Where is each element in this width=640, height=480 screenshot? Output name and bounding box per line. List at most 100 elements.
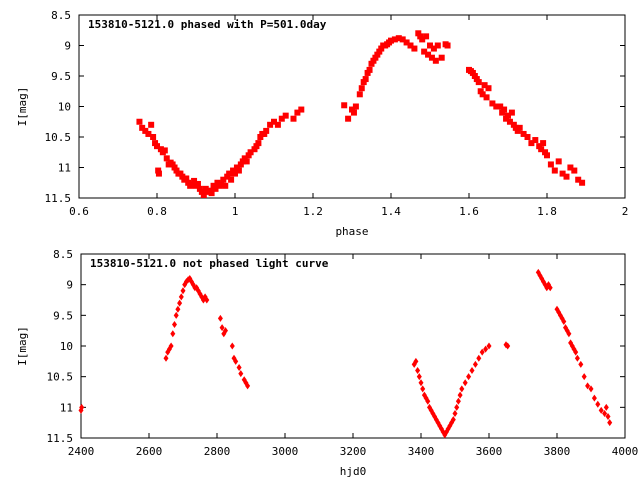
data-point bbox=[457, 391, 463, 399]
chart-title: 153810-5121.0 phased with P=501.0day bbox=[88, 18, 327, 31]
y-tick-label: 10 bbox=[60, 340, 73, 353]
x-axis-label: phase bbox=[335, 225, 368, 238]
data-point bbox=[499, 109, 506, 116]
data-point bbox=[512, 124, 519, 131]
data-point bbox=[253, 143, 260, 150]
data-point bbox=[459, 385, 465, 393]
data-point bbox=[274, 121, 281, 128]
data-point bbox=[559, 170, 566, 177]
data-point bbox=[516, 124, 523, 131]
data-point bbox=[368, 60, 375, 67]
data-point bbox=[505, 342, 511, 350]
data-point bbox=[170, 330, 176, 338]
data-point bbox=[271, 118, 277, 125]
data-point bbox=[489, 100, 496, 107]
data-point bbox=[411, 45, 418, 52]
y-tick-label: 8.5 bbox=[51, 9, 71, 22]
data-point bbox=[574, 354, 580, 362]
data-point bbox=[493, 103, 500, 110]
data-point bbox=[591, 394, 597, 402]
data-point bbox=[263, 127, 270, 134]
data-point bbox=[378, 45, 385, 52]
data-point bbox=[237, 161, 244, 168]
data-point bbox=[341, 102, 348, 109]
data-point bbox=[243, 158, 250, 165]
phased-light-curve-panel: 0.6 0.8 1 1.2 1.4 1.6 1.8 2 8.5 9 9.5 10 10.5 11 11.5 p… bbox=[16, 9, 628, 238]
data-point bbox=[479, 91, 486, 98]
data-point bbox=[245, 152, 252, 159]
data-point bbox=[191, 177, 198, 184]
x-tick-label: 3800 bbox=[544, 445, 571, 458]
x-tick-label: 2 bbox=[622, 205, 629, 218]
x-axis-label: hjd0 bbox=[340, 465, 367, 478]
data-point bbox=[450, 416, 456, 424]
data-point bbox=[163, 354, 169, 362]
data-point bbox=[185, 179, 192, 186]
data-point bbox=[415, 367, 421, 375]
data-point bbox=[223, 327, 228, 335]
data-point bbox=[483, 345, 489, 353]
data-point bbox=[374, 51, 381, 58]
data-point bbox=[391, 36, 398, 43]
data-point bbox=[267, 121, 274, 128]
data-point bbox=[416, 373, 422, 381]
y-axis-label: I[mag] bbox=[16, 326, 29, 366]
x-tick-label: 0.8 bbox=[147, 205, 167, 218]
x-tick-label: 1.4 bbox=[381, 205, 401, 218]
data-point bbox=[202, 185, 209, 192]
data-point bbox=[481, 82, 488, 89]
data-point bbox=[420, 385, 426, 393]
data-point bbox=[198, 188, 205, 195]
data-point bbox=[475, 79, 482, 86]
data-point bbox=[598, 406, 604, 414]
data-point bbox=[425, 397, 431, 405]
x-tick-label: 1 bbox=[232, 205, 239, 218]
x-tick-label: 3200 bbox=[340, 445, 367, 458]
data-point bbox=[180, 287, 186, 295]
data-point bbox=[177, 170, 184, 177]
data-point bbox=[214, 179, 221, 186]
data-point bbox=[438, 54, 445, 61]
data-point bbox=[172, 321, 177, 329]
x-tick-label: 3600 bbox=[476, 445, 503, 458]
data-point bbox=[505, 112, 511, 119]
data-point bbox=[247, 149, 254, 156]
data-point bbox=[257, 134, 264, 140]
data-point bbox=[607, 419, 613, 427]
data-point bbox=[233, 164, 240, 171]
data-point bbox=[238, 370, 244, 378]
data-point bbox=[407, 42, 414, 49]
y-tick-label: 11 bbox=[58, 162, 71, 175]
data-point bbox=[423, 33, 430, 40]
data-point bbox=[469, 367, 475, 375]
data-point bbox=[168, 342, 174, 350]
data-point bbox=[241, 155, 248, 162]
data-point bbox=[528, 140, 535, 147]
data-point bbox=[508, 109, 515, 116]
data-point bbox=[350, 109, 357, 116]
data-point bbox=[434, 42, 441, 49]
data-point bbox=[399, 36, 406, 43]
data-point bbox=[178, 293, 184, 301]
data-point bbox=[376, 48, 383, 55]
data-point bbox=[345, 115, 352, 122]
data-point bbox=[208, 190, 215, 197]
data-point bbox=[575, 176, 582, 183]
data-point bbox=[551, 167, 558, 174]
data-point bbox=[421, 48, 428, 55]
data-point bbox=[212, 185, 219, 192]
data-point bbox=[588, 385, 594, 393]
x-tick-label: 2800 bbox=[204, 445, 231, 458]
data-point bbox=[413, 357, 419, 365]
data-point bbox=[224, 173, 231, 180]
data-point bbox=[232, 170, 238, 177]
data-point bbox=[226, 170, 233, 177]
data-point bbox=[233, 357, 239, 365]
data-point bbox=[155, 170, 162, 177]
data-point bbox=[544, 152, 550, 159]
data-point bbox=[157, 146, 164, 153]
y-tick-label: 9.5 bbox=[51, 70, 71, 83]
data-point bbox=[561, 317, 567, 325]
data-point bbox=[566, 330, 572, 338]
data-point bbox=[510, 121, 517, 128]
